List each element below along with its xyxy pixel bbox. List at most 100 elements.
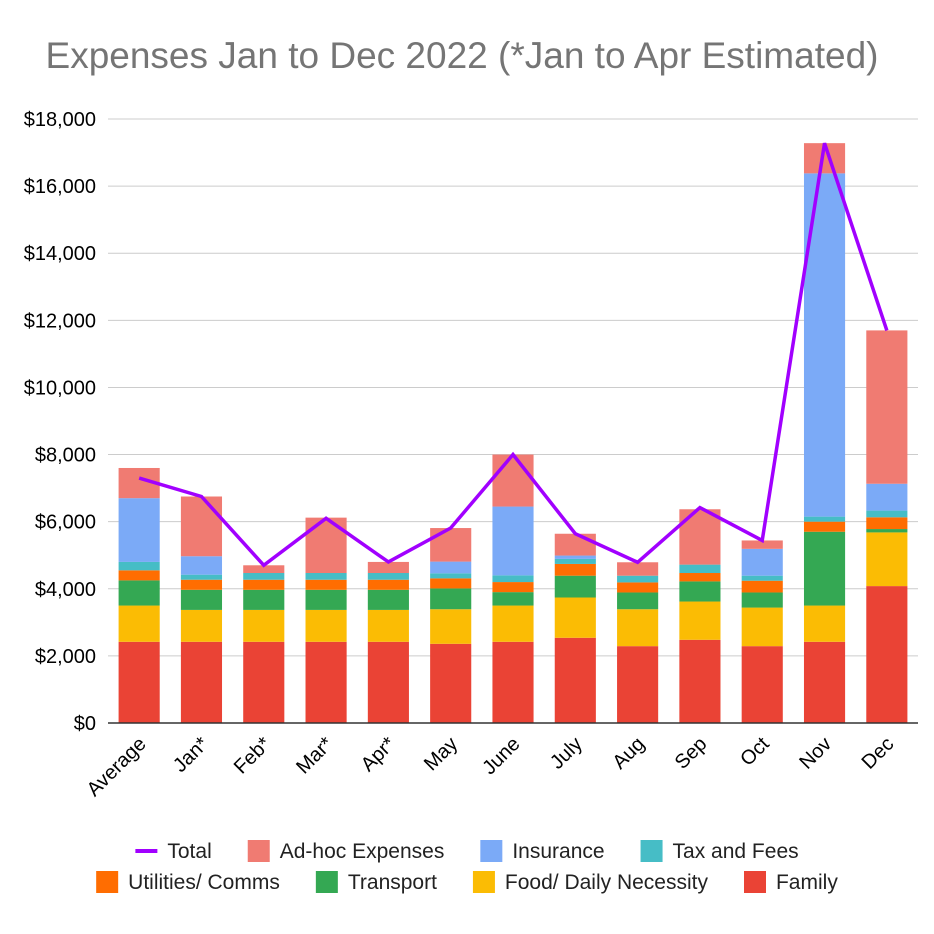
x-tick-label: May: [420, 733, 462, 775]
bar-segment-food-daily-necessity: [554, 597, 596, 638]
y-tick-label: $10,000: [24, 377, 96, 399]
y-tick-label: $12,000: [24, 310, 96, 332]
y-tick-label: $0: [74, 713, 96, 735]
bar-stack: [430, 528, 472, 723]
bar-segment-tax-and-fees: [866, 510, 908, 518]
bar-segment-transport: [554, 575, 596, 598]
bar-stack: [679, 509, 721, 723]
bar-segment-ad-hoc-expenses: [305, 517, 347, 574]
bar-segment-food-daily-necessity: [492, 605, 534, 642]
bar-segment-food-daily-necessity: [430, 609, 472, 644]
bar-segment-tax-and-fees: [803, 516, 846, 522]
bar-segment-family: [679, 639, 721, 723]
y-tick-label: $6,000: [35, 512, 96, 534]
x-tick-label: Oct: [736, 733, 774, 771]
bar-segment-transport: [866, 529, 908, 533]
bar-segment-ad-hoc-expenses: [492, 454, 534, 507]
x-tick-label: Sep: [671, 733, 712, 774]
bar-segment-tax-and-fees: [305, 573, 347, 580]
bar-segment-transport: [803, 531, 846, 606]
bar-segment-family: [180, 641, 223, 723]
bar-segment-transport: [492, 592, 534, 606]
bar-segment-utilities-comms: [741, 580, 783, 593]
gridlines: [108, 118, 918, 657]
total-line: [138, 142, 889, 568]
bar-segment-ad-hoc-expenses: [180, 496, 223, 557]
bar-segment-family: [305, 641, 347, 723]
x-tick-label: July: [546, 733, 587, 774]
bar-segment-tax-and-fees: [679, 564, 721, 574]
bar-segment-tax-and-fees: [741, 575, 783, 581]
legend-item-transport: Transport: [315, 871, 437, 894]
bar-segment-utilities-comms: [554, 563, 596, 576]
bar-segment-family: [492, 641, 534, 723]
legend-item-total: Total: [135, 840, 212, 863]
bar-segment-transport: [180, 589, 223, 610]
bar-stack: [180, 496, 223, 723]
bar-segment-food-daily-necessity: [617, 609, 659, 647]
legend-swatch: [247, 840, 270, 862]
bar-segment-food-daily-necessity: [679, 601, 721, 640]
bar-segment-insurance: [180, 556, 223, 575]
bar-segment-food-daily-necessity: [243, 609, 285, 642]
bar-segment-tax-and-fees: [430, 573, 472, 579]
bar-segment-family: [741, 646, 783, 723]
bar-segment-utilities-comms: [180, 579, 223, 590]
bar-segment-utilities-comms: [679, 573, 721, 582]
y-tick-label: $4,000: [35, 579, 96, 601]
legend-swatch: [96, 871, 119, 893]
y-tick-label: $8,000: [35, 445, 96, 467]
x-tick-label: Mar*: [292, 733, 338, 779]
bar-segment-ad-hoc-expenses: [243, 565, 285, 574]
legend-label: Transport: [348, 871, 437, 894]
bar-segment-utilities-comms: [305, 579, 347, 590]
bar-stack: [118, 467, 160, 723]
bar-segment-family: [367, 641, 409, 723]
bar-segment-ad-hoc-expenses: [679, 509, 721, 565]
bar-segment-utilities-comms: [866, 517, 908, 530]
legend-swatch: [480, 840, 503, 862]
bar-segment-tax-and-fees: [118, 561, 160, 571]
bar-segment-transport: [430, 588, 472, 610]
bar-segment-insurance: [118, 498, 160, 562]
bar-segment-utilities-comms: [430, 578, 472, 589]
legend-item-utilities-comms: Utilities/ Comms: [96, 871, 280, 894]
bar-segment-insurance: [492, 506, 534, 576]
bar-segment-transport: [243, 589, 285, 610]
y-tick-label: $18,000: [24, 109, 96, 131]
bar-stack: [617, 562, 659, 723]
x-tick-label: Feb*: [230, 733, 276, 779]
bar-segment-family: [866, 586, 908, 723]
y-tick-label: $14,000: [24, 243, 96, 265]
bar-stack: [367, 561, 409, 723]
legend-label: Utilities/ Comms: [128, 871, 280, 894]
bar-segment-insurance: [430, 561, 472, 574]
bar-segment-transport: [305, 589, 347, 610]
bar-segment-family: [803, 641, 846, 723]
stacked-bars: [118, 143, 908, 723]
y-axis-ticks: $0 $2,000 $4,000 $6,000 $8,000 $10,000 $12,000…: [24, 109, 96, 735]
legend-item-insurance: Insurance: [480, 840, 605, 863]
bar-segment-tax-and-fees: [243, 573, 285, 580]
bar-segment-family: [118, 641, 160, 723]
legend-label: Family: [776, 871, 838, 894]
bar-stack: [741, 540, 783, 723]
total-line-series: [138, 142, 889, 568]
x-tick-label: Jan*: [169, 733, 213, 777]
bar-segment-ad-hoc-expenses: [741, 540, 783, 549]
bar-stack: [554, 533, 596, 723]
legend-label: Food/ Daily Necessity: [505, 871, 709, 894]
bar-segment-transport: [617, 592, 659, 610]
x-tick-label: Nov: [795, 733, 836, 774]
bar-segment-family: [554, 637, 596, 723]
bar-segment-utilities-comms: [367, 579, 409, 590]
bar-segment-food-daily-necessity: [741, 607, 783, 647]
bar-segment-insurance: [741, 548, 783, 576]
bar-stack: [492, 454, 534, 723]
bar-stack: [866, 330, 908, 723]
bar-segment-transport: [367, 589, 409, 610]
bar-segment-food-daily-necessity: [866, 532, 908, 587]
bar-segment-utilities-comms: [243, 579, 285, 590]
y-tick-label: $16,000: [24, 176, 96, 198]
legend-item-tax-and-fees: Tax and Fees: [640, 840, 799, 863]
